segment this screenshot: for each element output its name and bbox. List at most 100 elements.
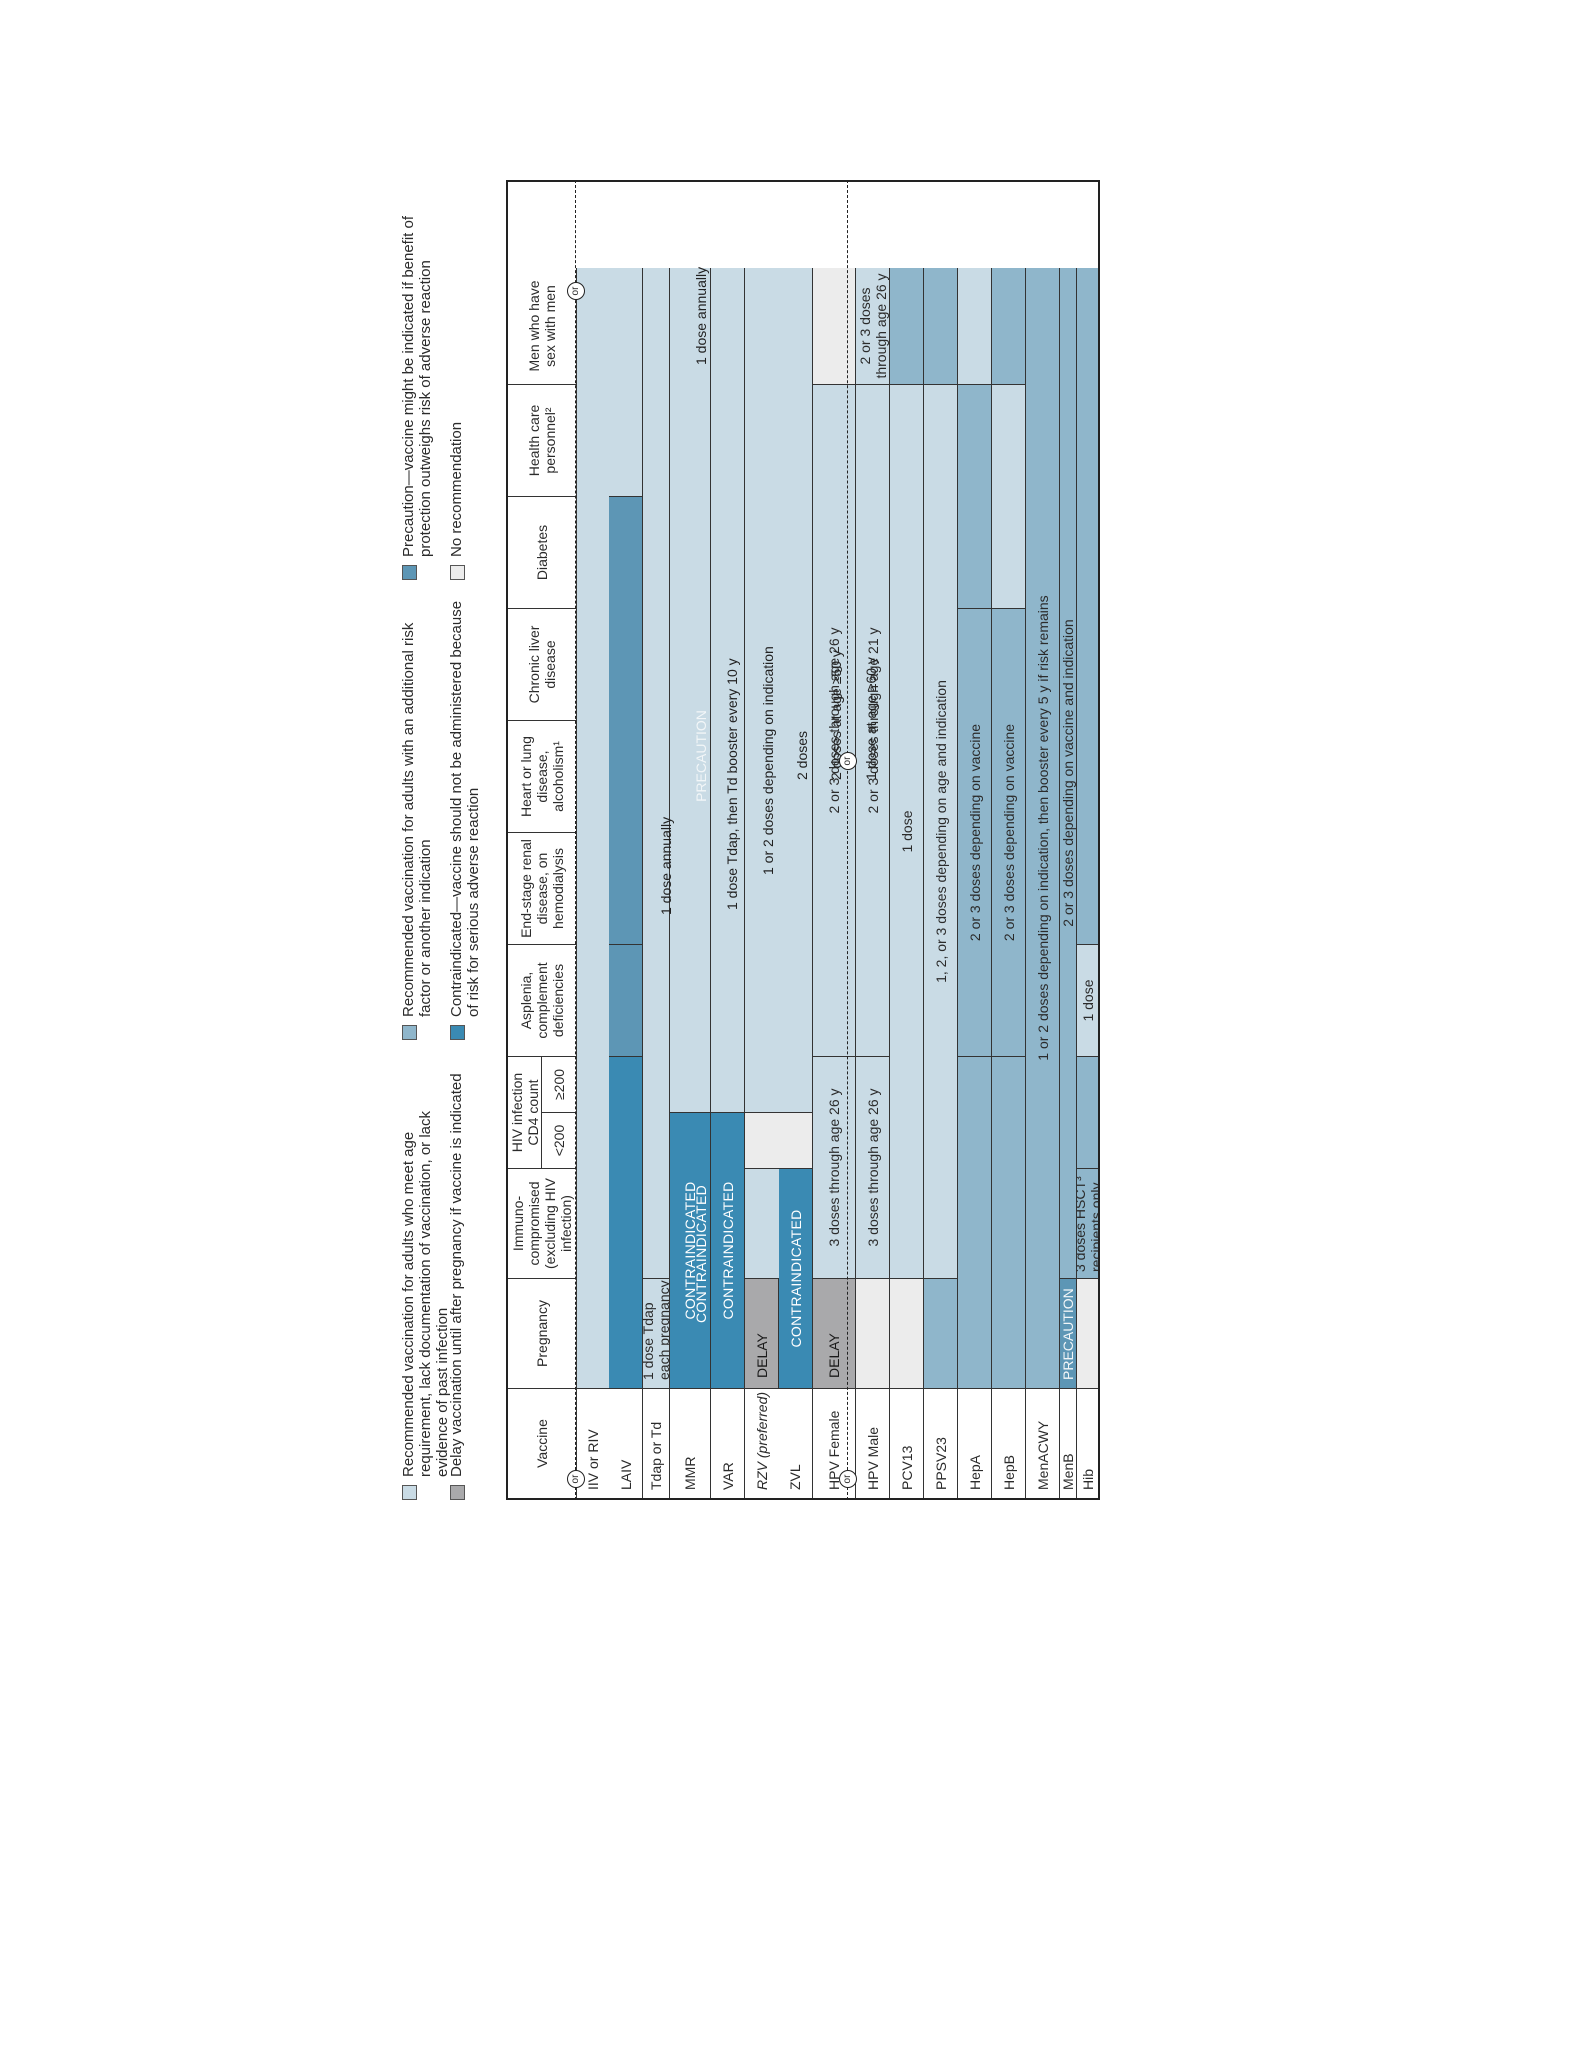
vaccine-name-hpv-male: HPV Male [856,1388,890,1498]
ppsv23-msm-cell [924,268,958,384]
legend-contraindicated-text: Contraindicated—vaccine should not be ad… [448,600,482,1017]
legend-swatch-icon [402,1485,417,1500]
legend-recommended-risk: Recommended vaccination for adults with … [400,600,434,1040]
zoster-divider [847,180,848,1500]
influenza-divider [575,180,576,1500]
vaccine-name-mmr: MMR [670,1388,711,1498]
laiv-contraindicated-text: CONTRAINDICATED [693,1184,709,1324]
vaccine-name-laiv: LAIV [617,1459,634,1490]
vaccine-name-zvl: ZVL [787,1464,804,1490]
laiv-precaution-text: PRECAUTION [693,710,709,802]
header-hiv-high: ≥200 [542,1056,577,1112]
hib-immuno-cell: 3 doses HSCT³ recipients only [1077,1168,1098,1278]
header-hiv: HIV infection CD4 count [508,1056,542,1168]
rzv-hiv-low-cell [745,1112,813,1168]
hepb-hcp-cell [992,384,1026,608]
vaccine-table: Vaccine Pregnancy Immuno-compromised (ex… [506,180,1100,1500]
header-hiv-low: <200 [542,1112,577,1168]
vaccine-name-menb: MenB [1060,1388,1077,1498]
vaccine-name-hepb: HepB [992,1388,1026,1498]
rotated-document: Recommended vaccination for adults who m… [400,180,1100,1500]
menb-precaution-cell: PRECAUTION [1060,1278,1077,1388]
tdap-all-cell [643,268,670,1278]
hepa-risk-cell [958,1056,992,1388]
iiv-row-cell [577,268,609,1388]
vaccine-name-rzv: RZV (preferred) [753,1391,770,1490]
laiv-annual-cell [609,268,643,496]
hepa-msm-cell [958,268,992,384]
legend-recommended: Recommended vaccination for adults who m… [400,1060,451,1500]
hpv-female-delay-cell: DELAY [813,1278,856,1388]
hpv-male-immuno-cell: 3 doses through age 26 y [856,1056,890,1278]
vaccine-name-hib: Hib [1077,1388,1098,1498]
vaccine-name-hepa: HepA [958,1388,992,1498]
hib-hiv-cell [1077,1056,1098,1168]
laiv-annual-text: 1 dose annually [693,266,709,365]
zvl-all-text: 1 dose at age ≥60 y [863,657,879,780]
tdap-pregnancy-cell: 1 dose Tdap each pregnancy [643,1278,670,1388]
hib-pregnancy-cell [1077,1278,1098,1388]
menacwy-all-cell: 1 or 2 doses depending on indication, th… [1026,268,1060,1388]
hepb-risk-cell [992,1056,1026,1388]
hepb-msm-cell [992,268,1026,384]
legend-contraindicated: Contraindicated—vaccine should not be ad… [448,600,482,1040]
rzv-delay-cell: DELAY [745,1278,779,1388]
laiv-precaution-cell [609,496,643,944]
var-all-text: 2 doses [794,730,810,780]
legend-swatch-icon [450,1025,465,1040]
legend-recommended-text: Recommended vaccination for adults who m… [400,1110,451,1477]
vaccine-name-tdap: Tdap or Td [643,1388,670,1498]
ppsv23-pregnancy-cell [924,1278,958,1388]
header-liver: Chronic liver disease [508,608,577,720]
rzv-immuno-cell [745,1168,779,1278]
header-msm: Men who have sex with men [508,268,577,384]
header-diabetes: Diabetes [508,496,577,608]
legend-precaution-text: Precaution—vaccine might be indicated if… [400,215,434,557]
header-pregnancy: Pregnancy [508,1278,577,1388]
hepa-hcp-cell [958,384,992,608]
header-health-care: Health care personnel² [508,384,577,496]
legend-swatch-icon [450,1485,465,1500]
vaccine-name-pcv13: PCV13 [890,1388,924,1498]
laiv-renal-precaution-cell [609,944,643,1056]
menb-all-cell: 2 or 3 doses depending on vaccine and in… [1060,268,1077,1278]
zvl-all-cell [779,268,813,1112]
header-immunocompromised: Immuno-compromised (excluding HIV infect… [508,1168,577,1278]
zvl-contraindicated-cell: CONTRAINDICATED [779,1168,813,1388]
header-renal: End-stage renal disease, on hemodialysis [508,832,577,944]
header-asplenia: Asplenia, complement deficiencies [508,944,577,1056]
hib-all-cell [1077,268,1098,944]
influenza-or-marker: or [567,1470,585,1488]
pcv13-pregnancy-cell [890,1278,924,1388]
vaccine-name-menacwy: MenACWY [1026,1388,1060,1498]
legend-delay: Delay vaccination until after pregnancy … [448,1060,465,1500]
row-label-zoster: RZV (preferred) ZVL [745,1388,813,1498]
hepa-all-cell: 2 or 3 doses depending on vaccine [958,608,992,1056]
hpv-male-pregnancy-cell [856,1278,890,1388]
laiv-contraindicated-cell [609,1056,643,1388]
legend-swatch-icon [402,565,417,580]
var-contraindicated-cell: CONTRAINDICATED [711,1112,745,1388]
zoster-or-marker: or [839,1470,857,1488]
row-label-influenza: IIV or RIV LAIV [577,1388,643,1498]
legend-no-recommendation-text: No recommendation [448,421,465,557]
pcv13-msm-cell [890,268,924,384]
header-heart-lung: Heart or lung disease, alcoholism¹ [508,720,577,832]
ppsv23-all-cell: 1, 2, or 3 doses depending on age and in… [924,384,958,1278]
zoster-all-or-marker: or [839,752,857,770]
legend: Recommended vaccination for adults who m… [400,180,495,1500]
legend-recommended-risk-text: Recommended vaccination for adults with … [400,622,434,1017]
legend-swatch-icon [450,565,465,580]
msm-or-marker: or [567,282,585,300]
hpv-female-immuno-cell: 3 doses through age 26 y [813,1056,856,1278]
vaccine-name-iiv: IIV or RIV [585,1429,602,1490]
vaccine-name-var: VAR [711,1388,745,1498]
iiv-all-text: 1 dose annually [658,816,674,915]
hpv-male-msm-cell: 2 or 3 doses through age 26 y [856,268,890,384]
hpv-female-msm-cell [813,268,856,384]
pcv13-all-cell: 1 dose [890,384,924,1278]
legend-swatch-icon [402,1025,417,1040]
hepb-all-cell: 2 or 3 doses depending on vaccine [992,608,1026,1056]
mmr-all-text: 1 or 2 doses depending on indication [760,646,776,875]
legend-no-recommendation: No recommendation [448,180,465,580]
